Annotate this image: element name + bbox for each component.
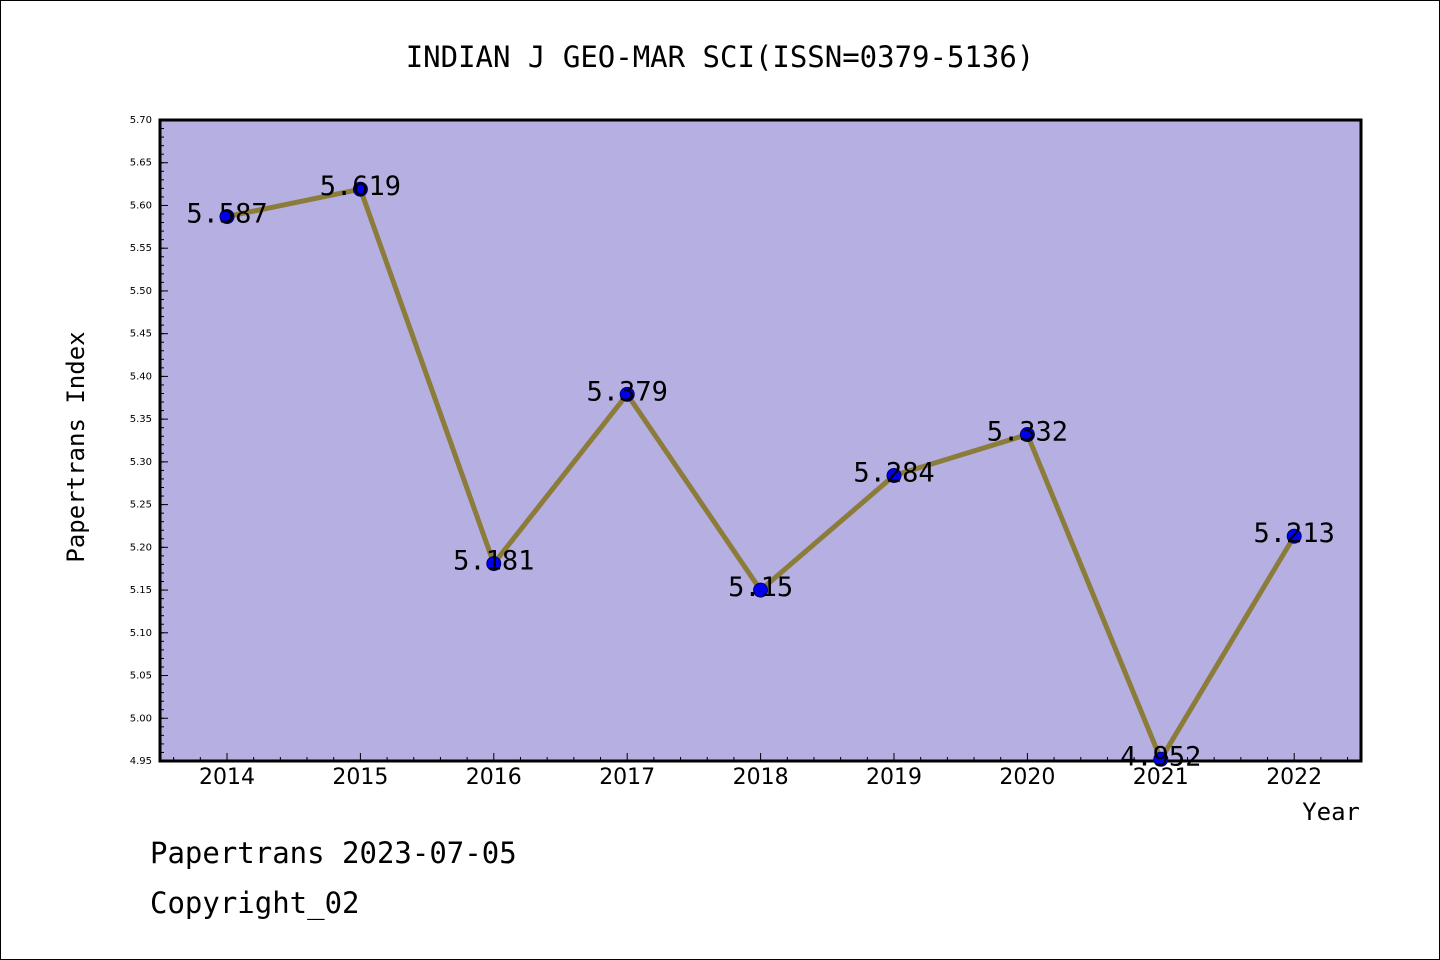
y-tick-label: 5.20 [130, 542, 152, 553]
y-tick-label: 5.00 [130, 713, 152, 724]
y-tick-label: 5.15 [130, 585, 152, 596]
y-tick-label: 5.25 [130, 500, 152, 511]
y-tick-label: 5.05 [130, 671, 152, 682]
data-point [619, 386, 635, 402]
y-tick-label: 5.70 [130, 115, 152, 126]
data-label: 5.181 [453, 546, 534, 577]
data-point [1286, 528, 1302, 544]
y-tick-label: 5.35 [130, 414, 152, 425]
y-tick-label: 5.55 [130, 243, 152, 254]
data-label: 5.15 [728, 572, 793, 603]
data-label-group: 5.587 5.619 5.181 5.379 5.15 5.284 5.332 4.952 5… [186, 171, 1334, 772]
data-point [486, 556, 502, 572]
data-point [352, 181, 368, 197]
data-point [219, 209, 235, 225]
data-point [753, 582, 769, 598]
x-tick-label: 2020 [999, 765, 1055, 790]
x-tick-label: 2021 [1133, 765, 1189, 790]
y-tick-label: 5.10 [130, 628, 152, 639]
data-point [1153, 751, 1169, 767]
x-tick-label: 2014 [199, 765, 255, 790]
data-label: 5.587 [186, 199, 267, 230]
data-label: 5.379 [587, 376, 668, 407]
x-tick-label: 2022 [1266, 765, 1322, 790]
y-tick-label: 5.45 [130, 329, 152, 340]
x-tick-label: 2017 [599, 765, 655, 790]
x-tick-label: 2019 [866, 765, 922, 790]
data-label: 5.213 [1254, 518, 1335, 549]
data-label: 5.332 [987, 417, 1068, 448]
data-point [1019, 427, 1035, 443]
footer-date: Papertrans 2023-07-05 [150, 836, 517, 870]
x-tick-label: 2016 [466, 765, 522, 790]
chart-title: INDIAN J GEO-MAR SCI(ISSN=0379-5136) [406, 40, 1035, 74]
y-tick-label: 4.95 [130, 756, 152, 767]
y-tick-label: 5.60 [130, 200, 152, 211]
y-axis-label: Papertrans Index [62, 331, 90, 562]
x-axis-label: Year [1302, 798, 1360, 826]
y-tick-label: 5.65 [130, 158, 152, 169]
y-tick-label: 5.40 [130, 371, 152, 382]
x-tick-label: 2018 [733, 765, 789, 790]
x-tick-label: 2015 [332, 765, 388, 790]
data-label: 4.952 [1120, 741, 1201, 772]
y-tick-label: 5.30 [130, 457, 152, 468]
data-point [886, 468, 902, 484]
x-axis-ticks: 2014 2015 2016 2017 2018 2019 2020 2021 2022 [173, 753, 1349, 790]
plot-area [158, 118, 1363, 763]
series-line-group [219, 181, 1302, 767]
footer-copyright: Copyright_02 [150, 886, 360, 920]
data-label: 5.284 [853, 458, 934, 489]
y-axis-ticks: 5.70 5.65 5.60 5.55 5.50 5.45 5.40 5.35 5.30 5.25… [130, 115, 168, 767]
data-label: 5.619 [320, 171, 401, 202]
y-tick-label: 5.50 [130, 286, 152, 297]
